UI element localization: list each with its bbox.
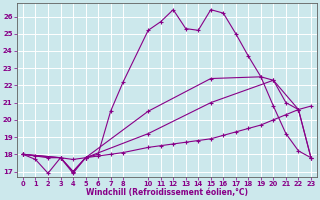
X-axis label: Windchill (Refroidissement éolien,°C): Windchill (Refroidissement éolien,°C) <box>86 188 248 197</box>
